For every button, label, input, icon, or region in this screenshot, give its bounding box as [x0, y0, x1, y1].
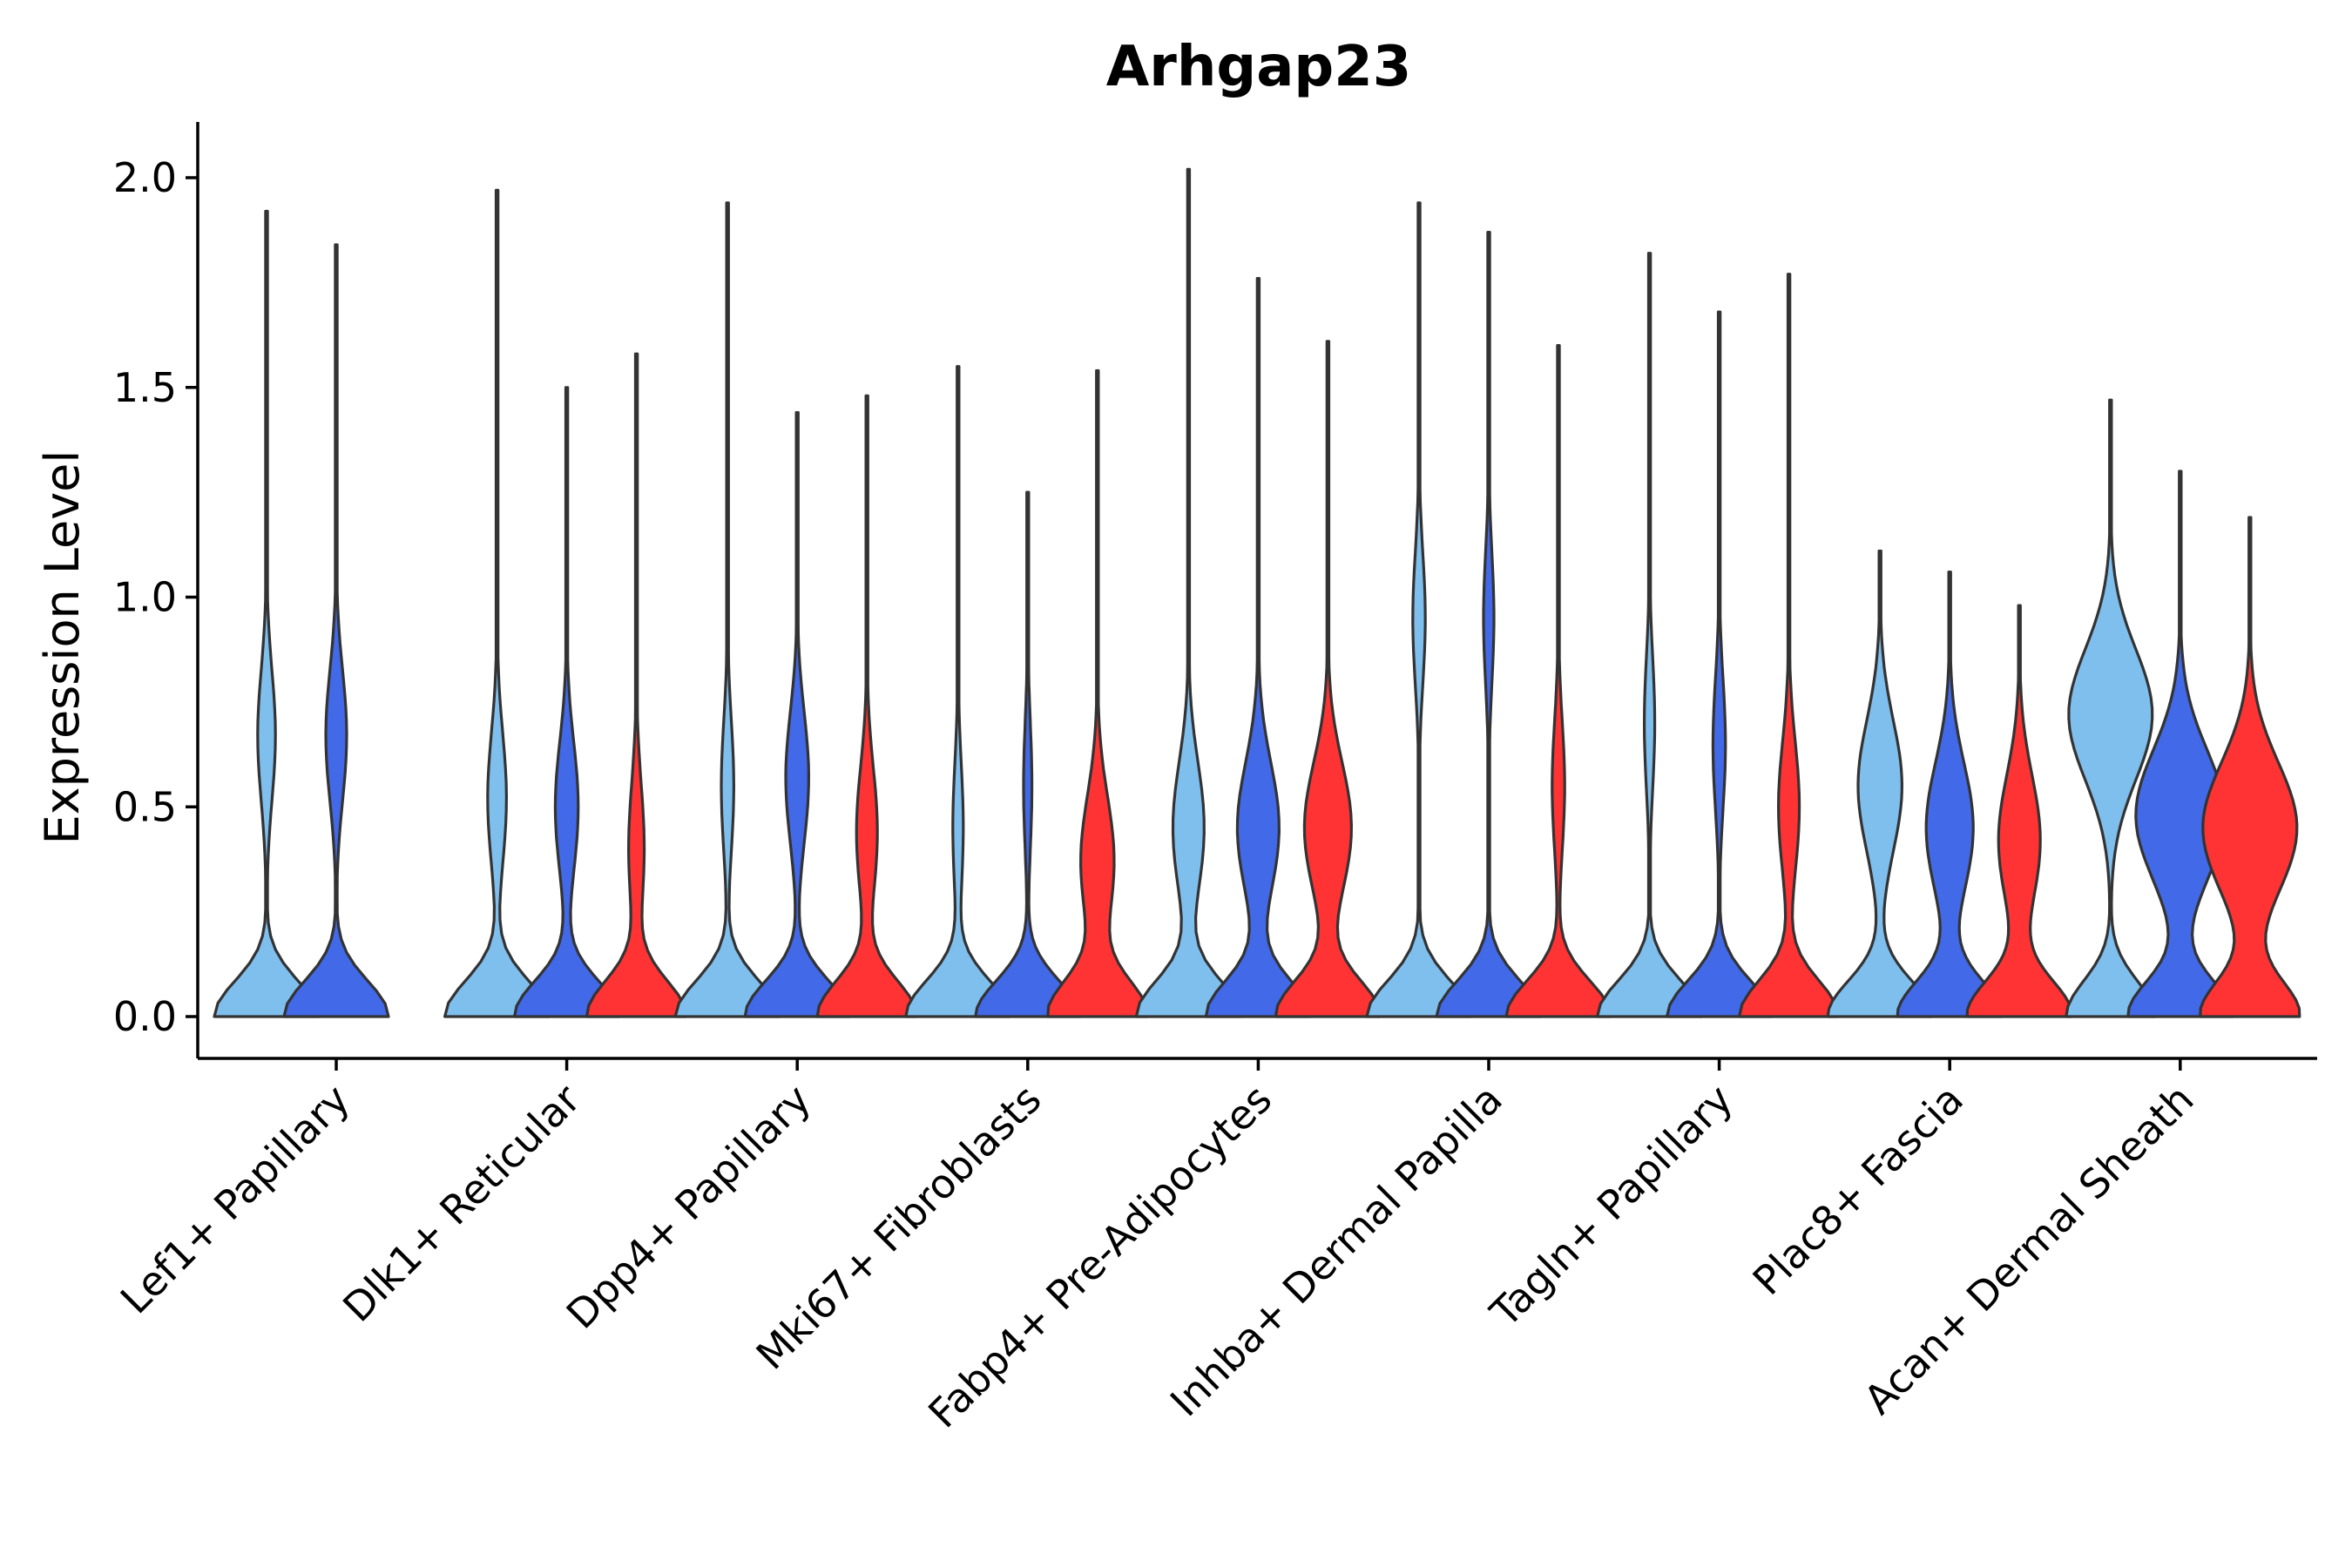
violin-1-0	[443, 188, 551, 1018]
x-tick-label: Lef1+ Papillary	[112, 1076, 359, 1323]
violin-0-1	[282, 243, 390, 1018]
violin-4-0	[1134, 167, 1242, 1018]
violin-7-0	[1826, 549, 1934, 1018]
x-tick-label: Plac8+ Fascia	[1744, 1076, 1972, 1304]
violin-4-2	[1274, 340, 1382, 1018]
x-tick-label: Dlk1+ Reticular	[334, 1076, 589, 1331]
chart-title: Arhgap23	[1106, 35, 1412, 99]
y-axis-label: Expression Level	[35, 450, 90, 845]
violin-6-2	[1738, 273, 1841, 1018]
violin-8-0	[2065, 398, 2157, 1018]
y-tick-label: 2.0	[113, 154, 177, 201]
violin-6-1	[1666, 310, 1774, 1018]
violin-1-2	[585, 352, 688, 1018]
violin-4-1	[1204, 277, 1312, 1018]
y-tick-label: 1.5	[113, 364, 177, 411]
violin-2-1	[743, 411, 851, 1018]
violin-7-2	[1965, 604, 2073, 1018]
x-tick-label: Tagln+ Papillary	[1481, 1076, 1742, 1337]
violin-2-2	[815, 394, 918, 1018]
violin-1-1	[513, 386, 621, 1018]
y-tick-label: 0.5	[113, 783, 177, 830]
violin-3-1	[974, 490, 1082, 1018]
x-tick-label: Dpp4+ Papillary	[558, 1076, 820, 1338]
violin-8-2	[2199, 516, 2301, 1018]
violin-2-0	[673, 201, 781, 1018]
violin-3-0	[904, 365, 1012, 1018]
y-tick-label: 0.0	[113, 993, 177, 1040]
violin-6-0	[1596, 252, 1704, 1018]
violin-5-2	[1504, 344, 1612, 1018]
violin-5-0	[1365, 201, 1473, 1018]
violin-0-0	[213, 209, 321, 1018]
violin-3-2	[1046, 368, 1149, 1018]
violin-5-1	[1435, 231, 1543, 1018]
y-tick-label: 1.0	[113, 574, 177, 621]
violin-7-1	[1896, 571, 2004, 1018]
violin-layer	[213, 167, 2301, 1018]
